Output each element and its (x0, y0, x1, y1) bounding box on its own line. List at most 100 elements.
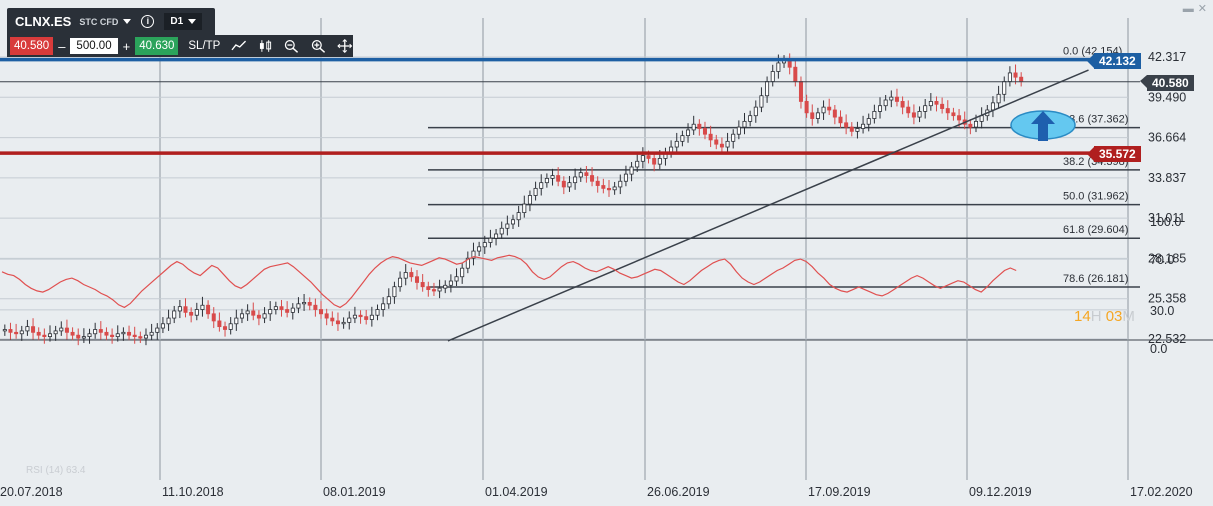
candlestick-icon[interactable] (258, 39, 274, 53)
candle-body (127, 331, 132, 336)
zoom-in-icon[interactable] (311, 39, 327, 53)
countdown-minutes: 03 (1105, 308, 1123, 325)
time-axis: 20.07.2018 11.10.2018 08.01.2019 01.04.2019… (0, 485, 1193, 499)
candle-body (702, 128, 707, 135)
candle-body (945, 108, 950, 114)
move-icon[interactable] (337, 39, 353, 53)
rsi-line (1, 254, 1017, 309)
candle-body (14, 331, 19, 335)
candle-body (1019, 76, 1024, 82)
candle-body (957, 115, 962, 121)
candle-body (505, 223, 510, 229)
rsi-tick-label: 0.0 (1150, 342, 1167, 356)
candle-body (1013, 72, 1018, 78)
candle-body (211, 313, 216, 322)
minimize-icon[interactable]: ▬ (1182, 3, 1194, 15)
candle-body (279, 306, 284, 310)
candle-body (742, 120, 747, 128)
candle-body (194, 309, 199, 316)
candle-body (177, 306, 182, 312)
candle-body (285, 309, 290, 313)
price-tick-label: 36.664 (1148, 131, 1186, 145)
rsi-tick-label: 100.0 (1150, 215, 1181, 229)
candle-body (206, 304, 211, 315)
candle-body (189, 311, 194, 316)
candle-body (76, 334, 81, 339)
info-icon[interactable]: i (141, 15, 155, 28)
symbol-name[interactable]: CLNX.ES (15, 14, 72, 29)
candle-body (878, 105, 883, 112)
date-tick-label: 20.07.2018 (0, 485, 63, 499)
candle-body (917, 111, 922, 118)
candle-body (821, 106, 826, 114)
window-controls: ▬ ✕ (1183, 4, 1207, 15)
candle-body (606, 187, 611, 191)
candle-body (256, 314, 261, 319)
candle-body (510, 219, 515, 225)
sell-button[interactable]: 40.580 (10, 37, 54, 55)
increase-quantity-button[interactable]: + (122, 38, 131, 54)
candle-body (827, 106, 832, 111)
price-tick-label: 31.011 (1148, 211, 1185, 225)
candle-body (172, 310, 177, 319)
timeframe-select[interactable]: D1 (164, 13, 203, 30)
candle-body (697, 123, 702, 129)
candle-body (477, 246, 482, 252)
current-price-pointer (1140, 75, 1147, 88)
candle-body (364, 316, 369, 320)
fib-label: 23.6 (37.362) (1063, 114, 1128, 126)
candle-body (217, 320, 222, 328)
candle-body (262, 313, 267, 319)
candle-body (358, 314, 363, 318)
candle-body (460, 267, 465, 278)
horizontal-levels[interactable] (0, 54, 1147, 161)
resistance-price-label: 42.132 (1094, 53, 1141, 69)
candle-body (753, 106, 758, 117)
candle-body (736, 126, 741, 135)
price-tick-label: 33.837 (1148, 171, 1186, 185)
zoom-out-icon[interactable] (284, 39, 300, 53)
candle-body (155, 327, 160, 333)
candle-body (121, 331, 126, 335)
candle-body (494, 233, 499, 239)
date-tick-label: 01.04.2019 (485, 485, 548, 499)
candle-body (409, 272, 414, 278)
candle-body (731, 133, 736, 142)
decrease-quantity-button[interactable]: – (58, 38, 66, 54)
trendline[interactable] (447, 69, 1089, 342)
up-arrow (1031, 111, 1055, 141)
candle-body (228, 323, 233, 330)
buy-signal-arrow-icon (1010, 110, 1076, 141)
candle-body (719, 143, 724, 148)
candle-body (1007, 72, 1012, 82)
candle-body (866, 118, 871, 125)
buy-button[interactable]: 40.630 (135, 37, 179, 55)
line-chart-icon[interactable] (231, 39, 247, 53)
candle-body (883, 99, 888, 107)
candle-body (567, 182, 572, 188)
candle-body (928, 101, 933, 107)
candle-body (561, 180, 566, 188)
symbol-dropdown-icon[interactable] (123, 19, 132, 24)
instrument-type[interactable]: STC CFD (79, 16, 119, 27)
candle-body (335, 320, 340, 325)
candle-body (770, 71, 775, 82)
candle-body (522, 203, 527, 214)
candle-body (759, 95, 764, 108)
candle-body (544, 177, 549, 184)
candle-body (273, 306, 278, 310)
candle-body (951, 112, 956, 117)
sltp-button[interactable]: SL/TP (188, 40, 221, 52)
candle-body (465, 257, 470, 269)
candle-body (42, 334, 47, 338)
quantity-input[interactable]: 500.00 (70, 38, 118, 54)
price-tick-label: 28.185 (1148, 251, 1186, 265)
close-icon[interactable]: ✕ (1197, 3, 1207, 15)
candle-body (855, 128, 860, 132)
candle-body (420, 282, 425, 288)
candle-body (64, 327, 69, 333)
candle-body (369, 314, 374, 320)
candle-body (849, 126, 854, 132)
candle-body (290, 307, 295, 313)
